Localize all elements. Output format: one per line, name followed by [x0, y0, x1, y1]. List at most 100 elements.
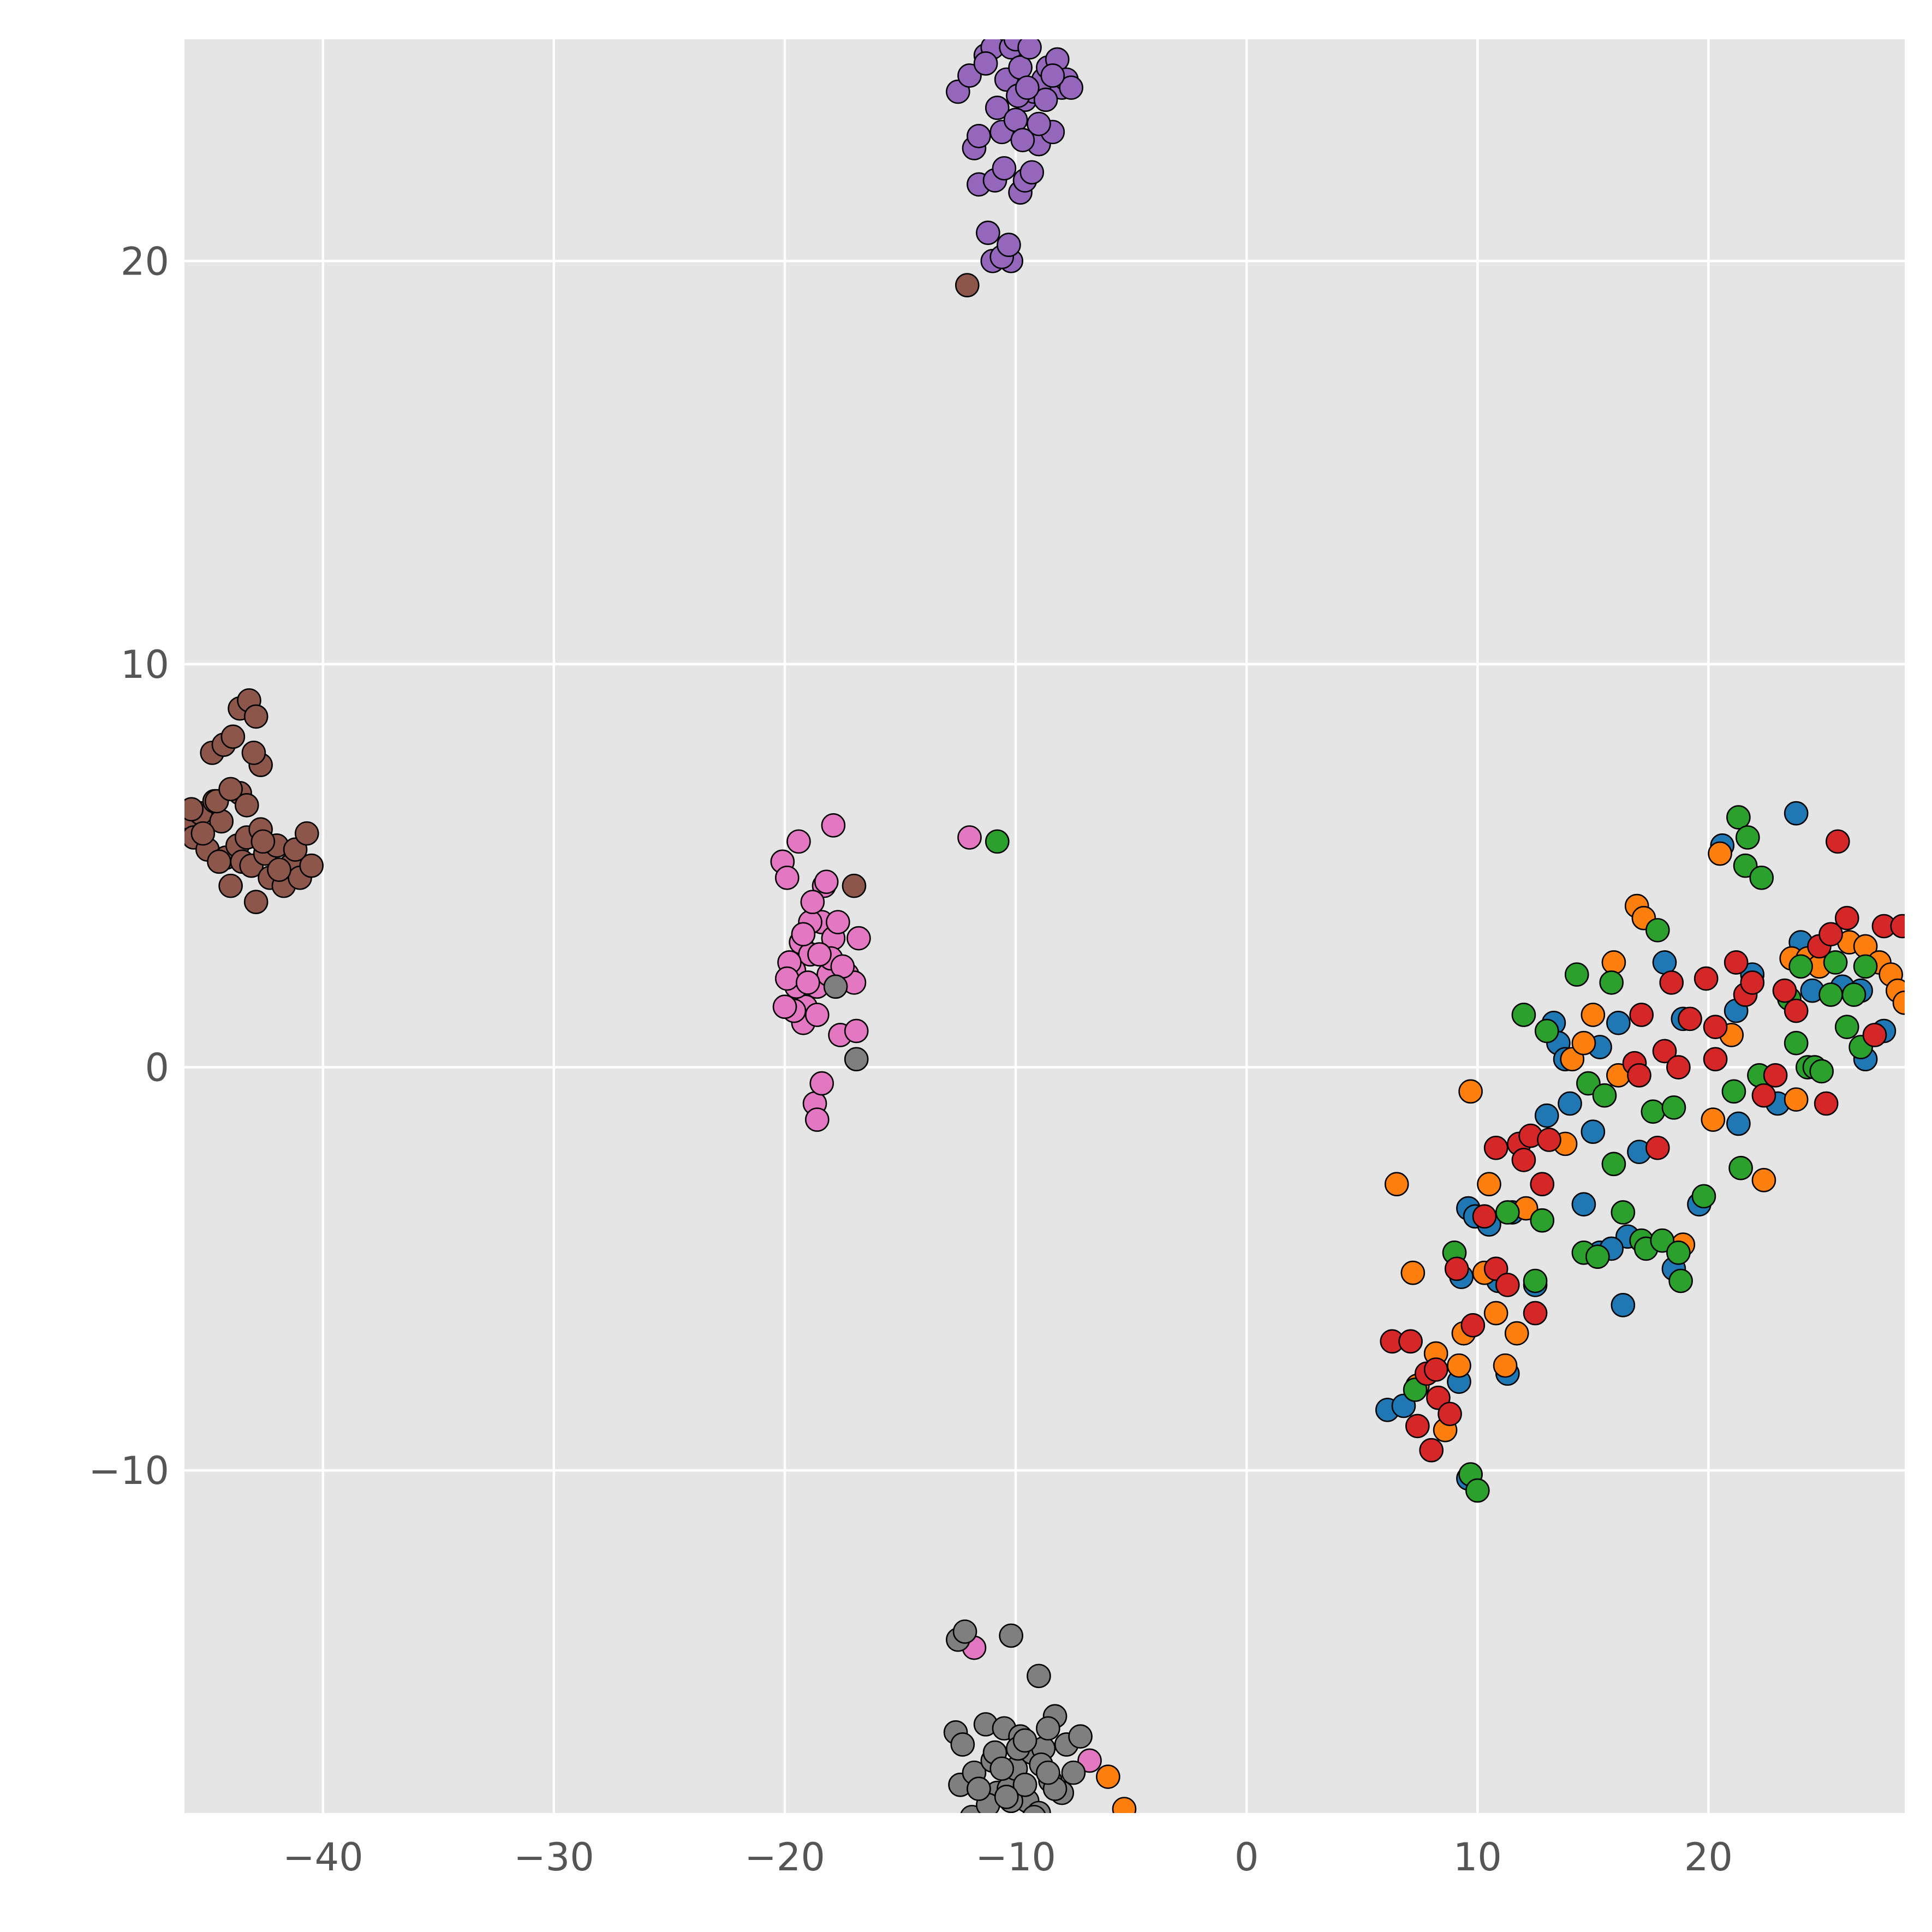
point-brown	[207, 849, 231, 874]
point-purple	[1027, 111, 1051, 136]
point-red	[1444, 1256, 1469, 1281]
point-purple	[997, 232, 1021, 258]
point-green	[1784, 1030, 1809, 1056]
point-purple	[957, 63, 982, 88]
point-pink	[774, 866, 800, 890]
x-tick-label: −30	[514, 1835, 594, 1880]
point-orange	[1892, 991, 1905, 1015]
point-gray	[1036, 1716, 1060, 1741]
point-green	[1641, 1099, 1666, 1124]
point-orange	[1384, 1172, 1409, 1197]
point-orange	[1701, 1107, 1726, 1132]
point-pink	[800, 890, 825, 914]
point-green	[1788, 954, 1813, 979]
point-pink	[1077, 1748, 1102, 1773]
point-green	[1668, 1268, 1693, 1293]
point-red	[1495, 1273, 1520, 1297]
point-orange	[1601, 950, 1626, 975]
point-purple	[967, 123, 991, 148]
point-red	[1423, 1357, 1448, 1382]
point-green	[985, 829, 1010, 854]
point-brown	[184, 797, 204, 822]
point-blue	[1581, 1119, 1606, 1144]
point-green	[1823, 950, 1848, 975]
point-blue	[1606, 1010, 1631, 1035]
y-tick-label: 0	[145, 1046, 169, 1090]
x-tick-label: 20	[1684, 1835, 1733, 1880]
point-blue	[1611, 1293, 1636, 1317]
point-red	[1724, 950, 1749, 975]
point-red	[1511, 1148, 1536, 1172]
point-red	[1834, 905, 1859, 931]
x-tick-label: −10	[975, 1835, 1056, 1880]
point-red	[1678, 1006, 1702, 1031]
point-brown	[241, 741, 266, 765]
point-gray	[967, 1776, 991, 1801]
point-pink	[791, 922, 816, 947]
point-pink	[957, 825, 982, 850]
point-green	[1736, 825, 1760, 850]
point-green	[1592, 1083, 1617, 1108]
point-gray	[989, 1756, 1015, 1781]
point-green	[1841, 982, 1867, 1007]
point-orange	[1581, 1003, 1606, 1027]
point-gray	[971, 1809, 991, 1813]
point-red	[1751, 1083, 1776, 1108]
point-red	[1523, 1301, 1548, 1326]
point-brown	[251, 829, 276, 854]
point-orange	[1112, 1797, 1137, 1813]
point-red	[1659, 970, 1684, 995]
point-red	[1645, 1135, 1670, 1160]
point-gray	[844, 1047, 869, 1072]
point-green	[1691, 1184, 1716, 1209]
point-brown	[842, 873, 867, 898]
point-red	[1694, 966, 1719, 991]
point-orange	[1400, 1260, 1426, 1285]
point-green	[1749, 866, 1774, 890]
point-gray	[1027, 1663, 1051, 1689]
point-purple	[1008, 55, 1033, 80]
point-blue	[1571, 1192, 1596, 1217]
point-purple	[1033, 87, 1058, 112]
point-gray	[999, 1623, 1023, 1648]
point-green	[1576, 1071, 1601, 1096]
point-red	[1460, 1313, 1486, 1338]
point-brown	[218, 873, 243, 898]
point-pink	[774, 966, 800, 991]
point-pink	[786, 829, 811, 854]
point-gray	[823, 974, 848, 999]
point-pink	[809, 1071, 834, 1096]
point-green	[1530, 1208, 1555, 1233]
x-tick-label: −40	[283, 1835, 363, 1880]
point-red	[1627, 1063, 1651, 1088]
y-tick-label: 20	[121, 239, 169, 284]
point-purple	[976, 220, 1000, 245]
point-orange	[1483, 1301, 1508, 1326]
point-gray	[965, 1812, 969, 1813]
point-green	[1585, 1244, 1610, 1269]
point-pink	[807, 942, 832, 967]
point-green	[1495, 1200, 1520, 1225]
point-purple	[973, 51, 998, 76]
point-brown	[234, 793, 259, 818]
point-orange	[1504, 1321, 1529, 1346]
point-gray	[1022, 1805, 1046, 1813]
point-red	[1438, 1402, 1462, 1427]
point-blue	[1784, 801, 1809, 826]
point-red	[1826, 829, 1850, 854]
x-tick-label: 0	[1235, 1835, 1259, 1880]
point-red	[1890, 914, 1905, 939]
x-tick-label: 10	[1453, 1835, 1502, 1880]
point-red	[1818, 922, 1843, 947]
point-gray	[952, 1619, 977, 1644]
point-red	[1772, 978, 1797, 1003]
point-brown	[243, 890, 269, 914]
point-red	[1419, 1438, 1444, 1463]
point-orange	[1493, 1353, 1518, 1378]
y-tick-label: 10	[121, 642, 169, 687]
point-brown	[299, 853, 324, 878]
grid-lines	[184, 39, 1905, 1813]
point-pink	[844, 1018, 869, 1043]
point-purple	[985, 96, 1010, 120]
